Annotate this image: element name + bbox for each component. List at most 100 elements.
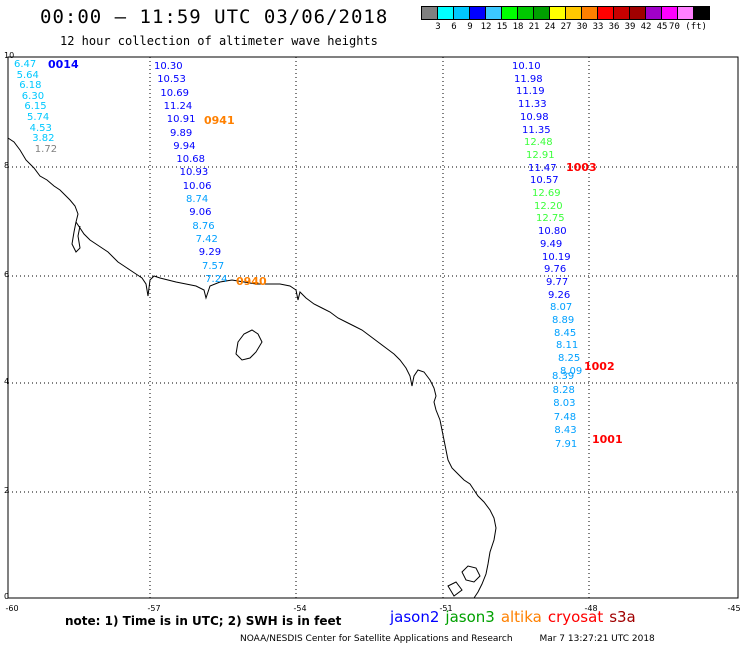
wave-height-value: 10.93 <box>179 167 209 179</box>
wave-height-value: 6.30 <box>21 90 45 102</box>
color-scale-label: 30 <box>576 22 588 32</box>
wave-height-value: 7.42 <box>195 233 218 245</box>
page-subtitle: 12 hour collection of altimeter wave hei… <box>60 34 378 48</box>
wave-height-value: 6.18 <box>19 80 42 92</box>
color-scale-label: 42 <box>640 22 652 32</box>
longitude-label: -57 <box>147 604 161 613</box>
color-scale-label: 21 <box>528 22 540 32</box>
map-frame <box>7 56 739 599</box>
pass-time-label: 0941 <box>204 114 235 127</box>
wave-height-value: 8.11 <box>556 340 579 352</box>
page-title: 00:00 — 11:59 UTC 03/06/2018 <box>40 6 389 28</box>
color-scale-label: 27 <box>560 22 572 32</box>
wave-height-value: 11.98 <box>514 73 543 85</box>
color-scale-labels: 3 6 9 12 15 18 21 24 27 30 33 36 39 42 45 70 (ft) <box>422 22 740 34</box>
pass-time-label: 0014 <box>48 58 79 71</box>
wave-height-value: 10.19 <box>542 251 571 263</box>
color-swatch <box>693 6 710 20</box>
wave-height-value: 9.89 <box>170 127 193 139</box>
legend-item: altika <box>500 608 542 626</box>
wave-height-value: 10.06 <box>182 180 212 192</box>
wave-height-value: 10.57 <box>530 175 559 187</box>
wave-height-value: 7.57 <box>202 260 225 272</box>
wave-height-value: 10.80 <box>538 226 567 238</box>
color-scale-bar <box>421 6 710 20</box>
wave-height-value: 12.75 <box>536 213 565 225</box>
wave-height-value: 10.69 <box>160 87 190 99</box>
latitude-label: 2 <box>4 486 10 495</box>
wave-height-value: 9.06 <box>189 207 212 219</box>
delta-islands <box>447 565 481 597</box>
wave-height-value: 7.91 <box>555 439 578 450</box>
legend-item: s3a <box>609 608 636 626</box>
wave-height-value: 11.35 <box>522 124 551 136</box>
wave-height-value: 8.74 <box>186 194 209 205</box>
wave-height-value: 10.91 <box>166 114 196 126</box>
map-grid <box>8 57 738 598</box>
wave-height-value: 6.47 <box>14 59 37 70</box>
wave-height-value: 1.72 <box>34 143 58 155</box>
color-scale-label: 36 <box>608 22 620 32</box>
island <box>235 329 263 361</box>
pass-time-label: 1002 <box>584 360 615 373</box>
pass-time-label: 1003 <box>566 161 597 174</box>
wave-height-value: 12.91 <box>526 149 555 161</box>
wave-height-value: 11.24 <box>163 100 193 112</box>
wave-height-value: 9.77 <box>546 276 569 288</box>
wave-height-value: 6.15 <box>24 101 47 113</box>
wave-height-value: 8.43 <box>554 425 577 437</box>
color-scale-label: 12 <box>480 22 492 32</box>
wave-height-value: 10.68 <box>176 154 206 166</box>
footer-timestamp: Mar 7 13:27:21 UTC 2018 <box>539 634 655 644</box>
latitude-label: 8 <box>4 161 10 170</box>
units-note: note: 1) Time is in UTC; 2) SWH is in fe… <box>65 614 342 628</box>
footer: NOAA/NESDIS Center for Satellite Applica… <box>240 634 655 644</box>
color-scale-label: 45 <box>656 22 668 32</box>
wave-height-value: 12.48 <box>524 137 553 149</box>
longitude-label: -51 <box>439 604 453 613</box>
legend-item: cryosat <box>547 608 604 626</box>
latitude-label: 6 <box>4 270 10 279</box>
longitude-label: -48 <box>584 604 598 613</box>
wave-height-value: 8.03 <box>553 398 576 410</box>
color-scale-label: 3 <box>435 22 441 32</box>
color-scale-label: 24 <box>544 22 556 32</box>
wave-height-value: 7.48 <box>553 411 577 423</box>
wave-height-value: 12.69 <box>532 188 561 199</box>
wave-height-value: 9.49 <box>540 238 563 250</box>
color-scale-label: 6 <box>451 22 457 32</box>
color-scale-label: 9 <box>467 22 473 32</box>
wave-height-value: 7.24 <box>205 273 228 285</box>
wave-height-value: 3.82 <box>32 133 55 145</box>
wave-height-value: 4.53 <box>29 122 52 134</box>
wave-height-value: 11.33 <box>518 99 547 111</box>
wave-height-value: 8.76 <box>192 220 215 232</box>
longitude-label: -60 <box>5 604 19 613</box>
latitude-label: 10 <box>4 51 15 60</box>
footer-credit: NOAA/NESDIS Center for Satellite Applica… <box>240 634 513 644</box>
wave-height-value: 8.39 <box>552 371 575 382</box>
wave-height-value: 10.98 <box>520 111 549 123</box>
wave-height-value: 8.45 <box>554 327 577 339</box>
river-inlet-1 <box>71 221 81 253</box>
wave-height-value: 8.25 <box>558 353 581 365</box>
wave-height-value: 9.94 <box>173 140 196 152</box>
color-scale-label: 33 <box>592 22 604 32</box>
wave-height-value: 8.09 <box>560 365 583 377</box>
color-scale-label: 39 <box>624 22 636 32</box>
satellite-legend: jason2 jason3 altika cryosat s3a <box>390 608 642 626</box>
wave-height-value: 9.76 <box>544 264 567 276</box>
pass-time-label: 0940 <box>236 275 267 288</box>
latitude-label: 0 <box>4 592 10 601</box>
wave-height-value: 10.10 <box>512 61 541 72</box>
color-scale-label: 15 <box>496 22 508 32</box>
latitude-label: 4 <box>4 377 10 386</box>
wave-height-value: 8.89 <box>552 315 575 326</box>
longitude-label: -45 <box>727 604 740 613</box>
wave-height-value: 8.07 <box>550 302 573 314</box>
longitude-label: -54 <box>293 604 307 613</box>
wave-height-value: 10.53 <box>157 74 186 86</box>
wave-height-value: 11.19 <box>516 86 545 98</box>
pass-time-label: 1001 <box>592 433 623 446</box>
